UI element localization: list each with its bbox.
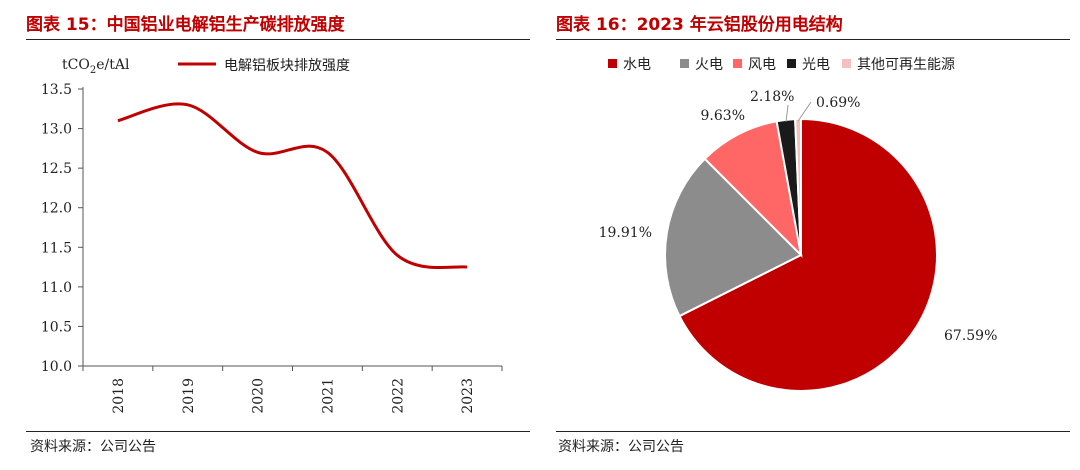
pie-slice: [794, 117, 802, 256]
y-tick-label: 11.5: [41, 240, 72, 256]
x-tick-label: 2018: [111, 378, 127, 414]
pie-slice: [703, 120, 803, 258]
y-tick-label: 12.0: [41, 201, 72, 217]
legend-label: 水电: [623, 57, 651, 73]
y-tick-label: 11.0: [41, 280, 72, 296]
x-tick-label: 2019: [181, 378, 197, 414]
legend-label: 电解铝板块排放强度: [224, 58, 350, 74]
pie-slice: [664, 157, 803, 318]
series-line: [117, 102, 468, 270]
x-tick-label: 2021: [320, 378, 336, 414]
y-tick-label: 10.5: [41, 319, 72, 335]
legend-label: 火电: [695, 57, 723, 73]
leader-line: [797, 101, 812, 122]
title-rule: [556, 39, 1070, 40]
slice-label: 19.91%: [599, 225, 652, 241]
leader-line: [785, 104, 789, 122]
y-tick-label: 10.0: [41, 359, 72, 375]
y-axis-unit-label: tCO2e/tAl: [62, 57, 130, 76]
x-tick-label: 2022: [390, 378, 406, 414]
title-rule: [26, 39, 530, 40]
legend-swatch: [787, 59, 796, 68]
pie-chart: 水电 火电 风电 光电 其他可再生能源 67.59% 19.91% 9.63% 2.18% 0.6…: [599, 57, 997, 392]
power-mix-panel: 图表 16：2023 年云铝股份用电结构 水电 火电 风电 光电 其他可再生能源 67.5…: [548, 0, 1080, 470]
legend-label: 光电: [802, 57, 830, 73]
line-chart-source: 资料来源：公司公告: [30, 439, 156, 455]
y-tick-label: 13.5: [41, 82, 72, 98]
x-tick-label: 2023: [460, 378, 476, 414]
y-tick-label: 13.0: [41, 122, 72, 138]
carbon-intensity-panel: 图表 15：中国铝业电解铝生产碳排放强度 10.0 10.5 11.0 11.5 12.…: [0, 0, 530, 470]
legend-swatch: [842, 59, 851, 68]
slice-label: 0.69%: [816, 95, 860, 111]
slice-label: 2.18%: [750, 89, 794, 105]
line-chart: 10.0 10.5 11.0 11.5 12.0 12.5 13.0 13.5 2018 2019…: [41, 57, 503, 414]
line-chart-title: 图表 15：中国铝业电解铝生产碳排放强度: [26, 15, 345, 35]
legend-swatch: [733, 59, 742, 68]
slice-label: 9.63%: [701, 108, 745, 124]
legend-label: 风电: [748, 57, 776, 73]
legend-swatch: [608, 59, 617, 68]
legend-swatch: [680, 59, 689, 68]
x-tick-label: 2020: [251, 378, 267, 414]
legend-label: 其他可再生能源: [857, 57, 955, 73]
y-tick-label: 12.5: [41, 161, 72, 177]
source-rule: [26, 431, 530, 432]
source-rule: [556, 431, 1070, 432]
pie-chart-title: 图表 16：2023 年云铝股份用电结构: [556, 15, 843, 35]
pie-slice: [678, 117, 938, 392]
slice-label: 67.59%: [944, 328, 997, 344]
pie-chart-source: 资料来源：公司公告: [558, 439, 684, 455]
